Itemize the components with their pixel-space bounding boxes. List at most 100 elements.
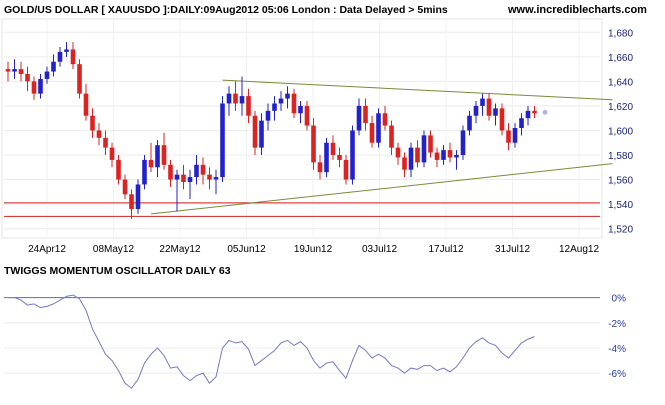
candle-body: [220, 103, 225, 178]
candle-body: [369, 123, 375, 143]
candle: [239, 76, 245, 116]
candle: [12, 59, 17, 79]
candle-body: [129, 194, 134, 209]
candle: [135, 179, 141, 214]
candle: [181, 164, 186, 190]
candle: [506, 123, 511, 151]
candle-body: [246, 96, 251, 116]
candle: [532, 105, 537, 119]
oscillator-tick-label: -2%: [608, 319, 626, 330]
price-tick-label: 1,620: [608, 102, 633, 113]
candle: [142, 155, 147, 190]
candle: [161, 132, 167, 170]
candle-body: [77, 64, 82, 94]
candle-body: [473, 105, 479, 116]
candle: [18, 61, 24, 82]
support-lines: [4, 202, 600, 217]
candle: [376, 108, 381, 148]
candle-body: [38, 78, 43, 94]
candle-body: [506, 130, 511, 143]
candle-body: [239, 96, 245, 104]
candle-body: [356, 105, 362, 131]
candle: [213, 169, 219, 195]
candle: [415, 140, 420, 168]
candle-body: [428, 135, 433, 153]
candle: [460, 125, 466, 160]
candle-body: [96, 130, 102, 138]
price-gridlines: [4, 20, 600, 236]
candle-body: [330, 142, 336, 155]
date-tick-label: 24Apr12: [28, 244, 66, 255]
oscillator-gridlines: [4, 297, 600, 374]
candle-body: [389, 125, 394, 148]
price-tick-label: 1,520: [608, 225, 633, 236]
candle: [83, 83, 89, 121]
oscillator-tick-label: 0%: [612, 294, 627, 305]
candle: [311, 118, 316, 170]
candle-body: [70, 49, 76, 65]
candle: [226, 86, 232, 116]
candle-body: [311, 125, 316, 163]
oscillator-panel: TWIGGS MOMENTUM OSCILLATOR DAILY 63 0% -2…: [4, 265, 627, 389]
candle: [200, 157, 206, 185]
candle-body: [525, 110, 531, 119]
candle-body: [233, 93, 238, 104]
candle: [148, 142, 154, 173]
oscillator-tick-label: -4%: [608, 344, 626, 355]
date-tick-label: 22May12: [159, 244, 201, 255]
candle: [194, 155, 199, 185]
price-tick-label: 1,600: [608, 126, 633, 137]
candle: [57, 47, 63, 67]
date-tick-label: 12Aug12: [559, 244, 599, 255]
candle-body: [90, 115, 95, 131]
date-tick-label: 03Jul12: [362, 244, 397, 255]
candle: [155, 140, 160, 178]
price-tick-label: 1,660: [608, 53, 633, 64]
last-price-marker: [542, 109, 548, 115]
chart-title: GOLD/US DOLLAR [ XAUUSDO ]:DAILY:09Aug20…: [4, 4, 448, 16]
date-tick-label: 05Jun12: [227, 244, 266, 255]
source-url[interactable]: www.incrediblecharts.com: [507, 4, 647, 16]
date-tick-label: 31Jul12: [495, 244, 530, 255]
oscillator-title: TWIGGS MOMENTUM OSCILLATOR DAILY 63: [4, 265, 231, 277]
candle-body: [291, 93, 297, 114]
candle: [304, 101, 310, 131]
candle: [525, 105, 531, 126]
candle: [324, 137, 329, 178]
candle-body: [207, 174, 212, 180]
candle-body: [57, 51, 63, 62]
candle-body: [252, 115, 258, 148]
candle: [363, 98, 368, 131]
candle-body: [376, 113, 381, 143]
candle-body: [512, 128, 518, 143]
candle-body: [434, 152, 440, 160]
candle: [402, 152, 407, 178]
candle: [116, 155, 121, 185]
candle-body: [304, 105, 310, 126]
oscillator-line: [8, 294, 535, 389]
candle: [103, 130, 108, 155]
candle-body: [226, 93, 232, 104]
date-tick-label: 19Jun12: [294, 244, 333, 255]
candle-body: [298, 105, 303, 114]
candlesticks: [5, 42, 537, 219]
candle-body: [213, 177, 219, 180]
candle: [421, 130, 427, 168]
candle-body: [174, 174, 180, 180]
candle: [428, 130, 433, 158]
candle: [389, 120, 394, 155]
candle-body: [460, 130, 466, 155]
candle: [493, 103, 498, 126]
candle: [64, 42, 69, 57]
candle-body: [103, 137, 108, 148]
candle: [441, 145, 446, 165]
candle: [382, 105, 388, 131]
candle-body: [519, 118, 524, 128]
candle: [350, 125, 355, 185]
candle-body: [317, 162, 323, 173]
date-tick-label: 08May12: [93, 244, 135, 255]
candle: [272, 96, 277, 121]
candle-body: [25, 74, 30, 82]
candle-body: [122, 179, 128, 195]
candle-body: [343, 159, 349, 180]
